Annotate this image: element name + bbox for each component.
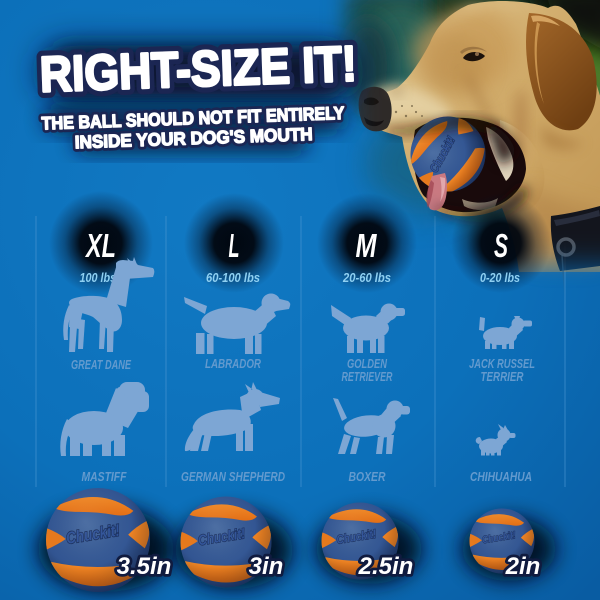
svg-text:LABRADOR: LABRADOR [205,356,261,371]
svg-text:XL: XL [85,227,116,264]
svg-text:JACK RUSSEL: JACK RUSSEL [469,356,535,371]
svg-text:TERRIER: TERRIER [481,369,524,384]
svg-text:3.5in: 3.5in [117,553,172,580]
svg-text:S: S [494,227,508,264]
svg-text:60-100 lbs: 60-100 lbs [206,270,260,285]
svg-text:MASTIFF: MASTIFF [82,469,128,484]
svg-text:2.5in: 2.5in [358,553,414,580]
svg-text:BOXER: BOXER [349,469,386,484]
svg-text:GOLDEN: GOLDEN [347,356,387,371]
svg-text:CHIHUAHUA: CHIHUAHUA [470,469,532,484]
svg-text:0-20 lbs: 0-20 lbs [480,270,520,285]
svg-text:20-60 lbs: 20-60 lbs [342,270,391,285]
svg-text:RETRIEVER: RETRIEVER [342,369,393,384]
svg-text:3in: 3in [249,553,284,580]
svg-text:2in: 2in [505,553,541,580]
svg-text:L: L [229,227,240,264]
svg-text:M: M [356,227,378,264]
svg-text:RIGHT-SIZE IT!: RIGHT-SIZE IT! [39,36,358,103]
svg-text:GERMAN SHEPHERD: GERMAN SHEPHERD [181,469,285,484]
svg-text:GREAT DANE: GREAT DANE [71,357,131,372]
